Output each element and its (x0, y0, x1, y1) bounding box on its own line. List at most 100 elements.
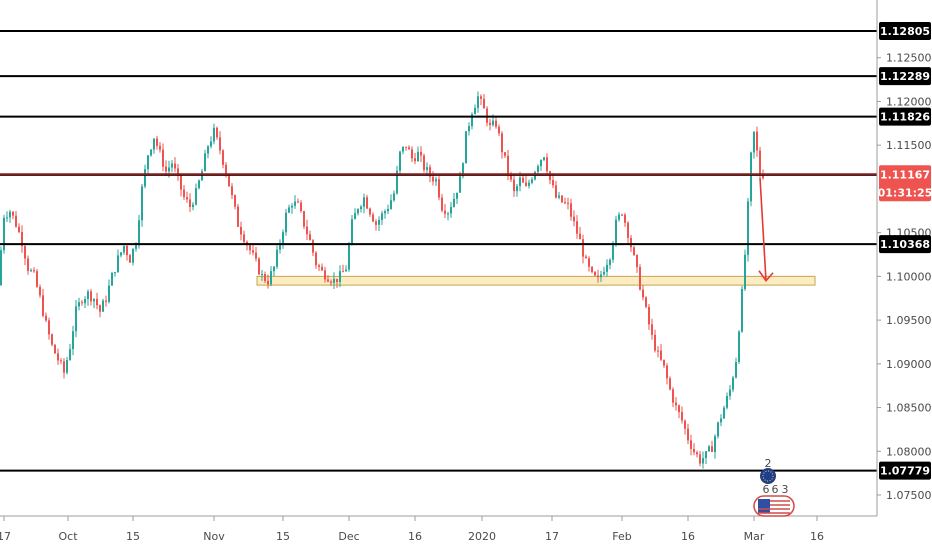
support-zone[interactable] (256, 275, 816, 286)
candle (348, 241, 350, 272)
candle (711, 440, 713, 453)
level-price-badge[interactable]: 1.11826 (879, 107, 931, 126)
candle (270, 266, 272, 287)
support-zone-layer (256, 275, 816, 286)
candle (690, 434, 692, 456)
candle (318, 263, 320, 271)
candle (732, 375, 734, 393)
candle (528, 179, 530, 189)
candle (753, 131, 755, 159)
candle (129, 253, 131, 263)
candle (495, 115, 497, 129)
candle (600, 270, 602, 282)
candle (627, 221, 629, 245)
candle (51, 333, 53, 347)
candle (438, 176, 440, 201)
level-price-badge[interactable]: 1.12289 (879, 67, 931, 86)
candle (99, 304, 101, 318)
candle (639, 264, 641, 291)
candle (345, 265, 347, 272)
event-count-label: 2 (765, 457, 772, 470)
candle (342, 264, 344, 273)
event-flag-us-icon[interactable] (753, 495, 795, 517)
candle (114, 271, 116, 277)
level-price-badge[interactable]: 1.12805 (879, 22, 931, 41)
candle (453, 192, 455, 208)
candle (678, 404, 680, 419)
current-price-label: 1.11167 (880, 168, 930, 181)
candle (693, 443, 695, 456)
price-tick-label: 1.09500 (886, 314, 932, 327)
event-flag-eu-icon[interactable] (760, 468, 776, 484)
candle (540, 159, 542, 171)
level-price-badge[interactable]: 1.10368 (879, 235, 931, 254)
candle (747, 197, 749, 262)
candle (63, 358, 65, 379)
candle (726, 392, 728, 410)
candle (567, 197, 569, 210)
candle (759, 146, 761, 178)
level-price-badge[interactable]: 1.07779 (879, 461, 931, 480)
candle (150, 149, 152, 157)
candle (96, 292, 98, 310)
candle (570, 198, 572, 221)
candle (72, 325, 74, 356)
candle (636, 254, 638, 273)
candle (576, 215, 578, 239)
candle (603, 266, 605, 276)
svg-text:1.12805: 1.12805 (880, 25, 930, 38)
candle (306, 219, 308, 240)
candle (75, 299, 77, 338)
candle (477, 91, 479, 113)
candle (561, 195, 563, 204)
candle (240, 221, 242, 241)
candle (222, 149, 224, 169)
candle (291, 203, 293, 214)
candle (531, 176, 533, 185)
time-tick-label: Nov (203, 530, 225, 543)
price-axis-ticks: 1.125001.120001.115001.105001.100001.095… (877, 52, 932, 502)
price-tick-label: 1.11500 (886, 139, 932, 152)
candle (579, 226, 581, 240)
candle (54, 344, 56, 354)
candle (0, 246, 2, 286)
candle (708, 445, 710, 452)
candle (723, 405, 725, 419)
candle (525, 175, 527, 187)
candle (483, 93, 485, 109)
candle (480, 94, 482, 106)
candle (243, 230, 245, 244)
forecast-arrow-shaft (759, 177, 767, 281)
candle (696, 450, 698, 458)
candle (189, 193, 191, 213)
candle (474, 104, 476, 115)
candle (144, 164, 146, 189)
candle (435, 176, 437, 186)
candle (669, 376, 671, 391)
candle (147, 154, 149, 176)
candle (9, 209, 11, 223)
candle (276, 245, 278, 270)
candle (720, 414, 722, 427)
event-counts: 26 6 3 (763, 457, 789, 496)
candle (705, 450, 707, 464)
forecast-arrow (758, 177, 774, 283)
candle (156, 135, 158, 150)
time-tick-label: Mar (744, 530, 765, 543)
current-price-badge[interactable]: 1.11167 01:31:25 (878, 165, 932, 202)
candle (204, 149, 206, 172)
candle (402, 146, 404, 155)
candle (192, 201, 194, 211)
price-axis-panel[interactable] (878, 0, 932, 550)
candle (441, 193, 443, 213)
candle (624, 212, 626, 227)
candle (558, 191, 560, 200)
economic-events[interactable]: 26 6 3 (753, 457, 795, 517)
candle (582, 234, 584, 264)
time-tick-label: Oct (58, 530, 78, 543)
candle (258, 257, 260, 276)
candle (378, 216, 380, 232)
candle (369, 207, 371, 217)
candle (384, 209, 386, 219)
